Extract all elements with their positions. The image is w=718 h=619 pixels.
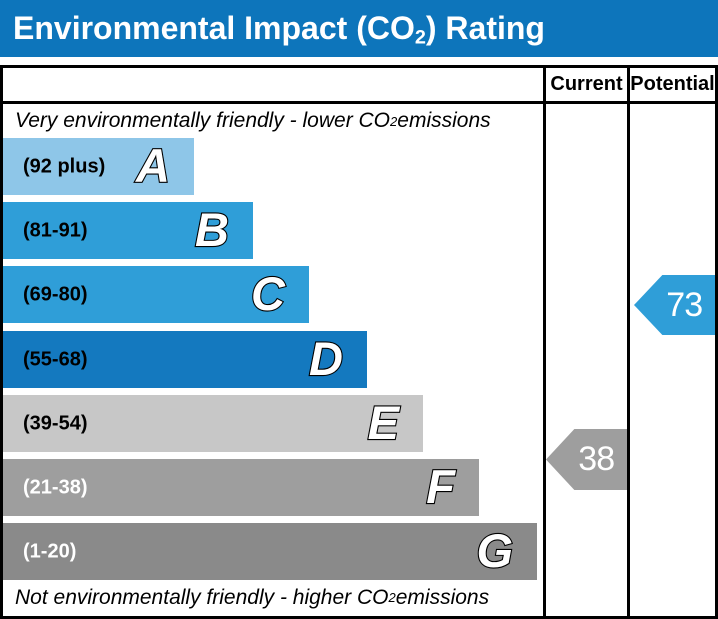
band-e-letter: E (367, 395, 401, 449)
band-g-letter: G (475, 523, 514, 577)
band-d-range-label: (55-68) (23, 348, 88, 370)
potential-rating-value: 73 (666, 285, 703, 324)
top-caption-suffix: emissions (397, 109, 491, 132)
potential-rating-arrow: 73 (634, 275, 715, 335)
current-rating-arrow: 38 (546, 429, 627, 490)
band-f: (21-38) F (3, 459, 479, 516)
band-e-range-label: (39-54) (23, 412, 88, 434)
band-a-letter: A (135, 138, 171, 192)
header-row-divider (3, 101, 715, 104)
band-a-range-label: (92 plus) (23, 155, 106, 177)
band-c-range-label: (69-80) (23, 283, 88, 305)
band-e: (39-54) E (3, 395, 423, 452)
top-caption: Very environmentally friendly - lower CO… (15, 105, 540, 137)
band-f-letter: F (425, 459, 456, 513)
page-title-subscript: 2 (414, 26, 426, 49)
top-caption-subscript: 2 (390, 113, 398, 129)
bottom-caption-subscript: 2 (388, 590, 396, 605)
rating-table: Current Potential Very environmentally f… (0, 65, 718, 619)
band-b-letter: B (194, 202, 230, 256)
title-bar: Environmental Impact (CO2) Rating (0, 0, 718, 57)
band-b: (81-91) B (3, 202, 253, 259)
current-rating-value: 38 (578, 440, 615, 478)
current-column-header: Current (550, 73, 623, 95)
band-c: (69-80) C (3, 266, 309, 323)
bottom-caption-prefix: Not environmentally friendly - higher CO (15, 585, 389, 609)
band-d-letter: D (308, 331, 344, 385)
band-c-letter: C (250, 266, 286, 320)
current-column-divider (543, 68, 546, 616)
band-g-range-label: (1-20) (23, 540, 77, 562)
potential-column-header: Potential (630, 73, 715, 95)
band-a: (92 plus) A (3, 138, 194, 195)
band-f-range-label: (21-38) (23, 476, 88, 498)
page-title-prefix: Environmental Impact (CO (13, 10, 415, 46)
potential-column-divider (627, 68, 630, 616)
bottom-caption-suffix: emissions (395, 585, 490, 609)
band-g: (1-20) G (3, 523, 537, 580)
page-title: Environmental Impact (CO2) Rating (13, 0, 545, 57)
page-title-suffix: ) Rating (425, 10, 545, 46)
top-caption-prefix: Very environmentally friendly - lower CO (15, 109, 391, 132)
band-d: (55-68) D (3, 331, 367, 388)
band-b-range-label: (81-91) (23, 219, 88, 241)
bottom-caption: Not environmentally friendly - higher CO… (15, 581, 540, 614)
